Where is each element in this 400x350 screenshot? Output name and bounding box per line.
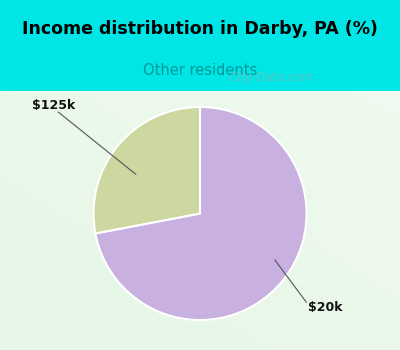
Text: $20k: $20k	[308, 301, 342, 315]
Text: Income distribution in Darby, PA (%): Income distribution in Darby, PA (%)	[22, 20, 378, 38]
Text: $125k: $125k	[32, 98, 75, 112]
Text: Other residents: Other residents	[143, 63, 257, 78]
Wedge shape	[95, 107, 306, 320]
Text: City-Data.com: City-Data.com	[230, 70, 314, 84]
Wedge shape	[94, 107, 200, 233]
